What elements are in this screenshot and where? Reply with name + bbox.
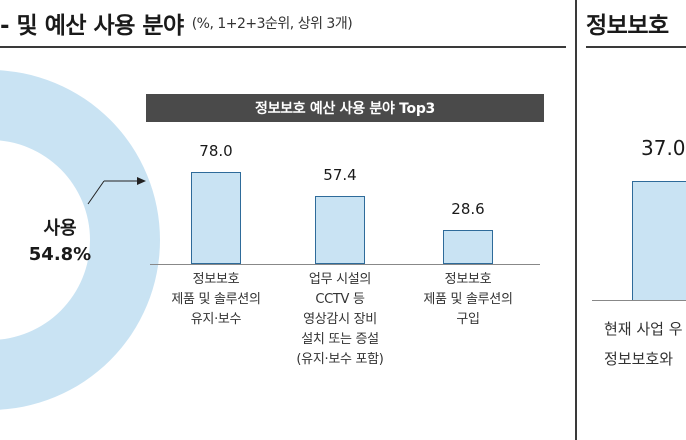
callout-arrowhead	[137, 177, 146, 185]
callout-line-1	[87, 180, 105, 205]
right-category-line-2: 정보보호와	[604, 350, 674, 368]
left-heading-title: - 및 예산 사용 분야	[0, 13, 184, 39]
left-heading-rule	[0, 46, 566, 48]
donut-label: 사용	[43, 218, 77, 239]
bar-cctv	[315, 196, 365, 264]
right-heading-rule	[586, 46, 686, 48]
bar-value-label: 57.4	[323, 166, 357, 185]
left-heading: - 및 예산 사용 분야 (%, 1+2+3순위, 상위 3개)	[0, 0, 566, 46]
donut-ring	[0, 70, 160, 410]
bar-maintenance	[191, 172, 241, 264]
donut-value: 54.8%	[28, 244, 92, 265]
bar-value-label: 28.6	[451, 200, 485, 219]
right-heading: 정보보호	[586, 0, 686, 46]
right-baseline	[592, 300, 686, 301]
right-heading-title: 정보보호	[586, 13, 669, 39]
bar-value-label: 78.0	[199, 142, 233, 160]
bar-purchase	[443, 230, 493, 264]
right-bar	[632, 181, 686, 301]
category-label: 정보보호 제품 및 솔루션의 유지·보수	[171, 272, 261, 327]
category-label: 정보보호 제품 및 솔루션의 구입	[423, 272, 513, 327]
chart-baseline	[150, 264, 540, 265]
right-value-label: 37.0	[641, 136, 686, 160]
left-heading-note: (%, 1+2+3순위, 상위 3개)	[191, 16, 353, 32]
panel-divider	[575, 0, 577, 440]
category-label: 업무 시설의 CCTV 등 영상감시 장비 설치 또는 증설 (유지·보수 포함…	[296, 272, 384, 367]
right-category-line-1: 현재 사업 우	[604, 320, 683, 338]
chart-title: 정보보호 예산 사용 분야 Top3	[146, 94, 544, 122]
